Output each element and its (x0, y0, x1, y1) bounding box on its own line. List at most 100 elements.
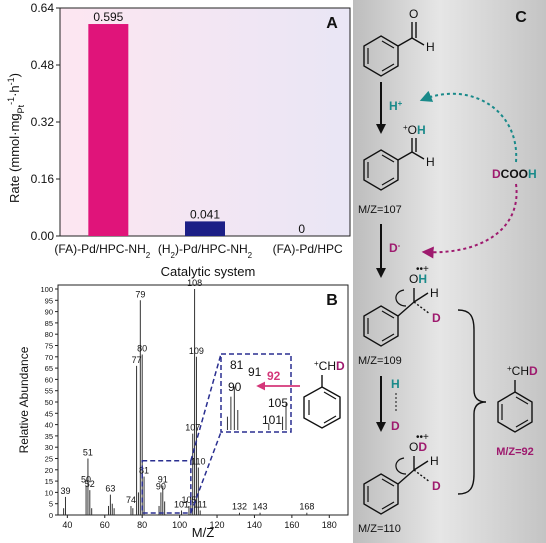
y-tick-label: 35 (45, 432, 53, 441)
species-mz-109: M/Z=109 (358, 355, 402, 367)
y-tick-label: 20 (45, 466, 53, 475)
bar (88, 24, 129, 236)
charge-dots: ••+ (416, 432, 429, 443)
peak-label: 143 (253, 502, 268, 512)
ring-double-bond (323, 391, 337, 400)
bond (397, 301, 415, 317)
panel-b-x-axis-label: M/Z (192, 525, 214, 540)
ring-double-bond (381, 310, 395, 319)
panel-a-y-axis: 0.00 0.16 0.32 0.48 0.64 (31, 1, 60, 243)
fragment-label-b: +CHD (314, 359, 345, 374)
panel-a-letter: A (326, 15, 338, 32)
step-d-minus: D- (389, 241, 401, 256)
y-tick-label: 0.48 (31, 58, 55, 72)
inset-label-92: 92 (267, 369, 281, 383)
peak-label: 50 (81, 475, 91, 485)
fragment-structure-c: +CHD M/Z=92 (496, 364, 538, 459)
dashed-arrow-d-minus (421, 183, 518, 259)
panel-b-zoom (141, 353, 222, 514)
x-tick-label: 60 (100, 520, 110, 530)
bar (185, 221, 225, 236)
cat-sub: 2 (248, 251, 253, 260)
panel-c-letter: C (515, 9, 527, 26)
atom-h: H (430, 286, 439, 300)
peak-label: 79 (135, 289, 145, 299)
cat-part: (H (158, 242, 171, 256)
oh-o: O (409, 272, 418, 286)
x-tick-label: 140 (247, 520, 262, 530)
x-tick-label: 180 (322, 520, 337, 530)
inset-label-105: 105 (268, 396, 288, 410)
zoom-region (141, 460, 192, 514)
x-category-label: (FA)-Pd/HPC (273, 242, 343, 256)
panel-b-y-axis: 0 5 10 15 20 25 30 35 40 45 50 55 60 65 70 75 80 85 90 95 10… (40, 285, 58, 520)
y-tick-label: 70 (45, 353, 53, 362)
bond (397, 469, 415, 485)
y-label-exp2: -1 (6, 77, 16, 85)
y-tick-label: 40 (45, 421, 53, 430)
fragment-plus: + (507, 364, 512, 373)
y-label-exp1: -1 (6, 97, 16, 105)
oh-o: O (408, 123, 417, 137)
panel-b-x-axis: 40 60 80 100 120 140 160 180 (62, 515, 337, 530)
exchange-h: H (391, 377, 400, 391)
zoom-connector (190, 353, 222, 461)
panel-a-x-axis-label: Catalytic system (161, 264, 256, 279)
wedge-bond (413, 469, 431, 483)
peak-label: 39 (60, 486, 70, 496)
step-d-minus-d: D (389, 241, 398, 255)
species-109: OH ••+ H D (363, 264, 441, 347)
atom-od: OD (409, 440, 427, 454)
dashed-arrow-h-plus (419, 90, 518, 163)
cat-sub: 2 (171, 251, 176, 260)
y-tick-label: 30 (45, 443, 53, 452)
bond (413, 460, 429, 471)
atom-oh: OH (409, 272, 427, 286)
atom-d: D (432, 311, 441, 325)
y-tick-label: 10 (45, 488, 53, 497)
species-mz-110: M/Z=110 (358, 523, 401, 535)
y-tick-label: 0 (49, 511, 53, 520)
bond (397, 37, 413, 47)
peak-label: 132 (232, 502, 247, 512)
y-tick-label: 25 (45, 455, 53, 464)
x-tick-label: 120 (210, 520, 225, 530)
inset-label-101: 101 (262, 413, 282, 427)
fragment-d: D (529, 364, 538, 378)
atom-h: H (426, 155, 435, 169)
peak-label: 101 (174, 499, 189, 509)
oh-h: H (417, 123, 426, 137)
y-tick-label: 15 (45, 477, 53, 486)
y-tick-label: 0.16 (31, 172, 55, 186)
panel-b-letter: B (326, 292, 338, 309)
y-tick-label: 50 (45, 398, 53, 407)
panel-a: 0.595 0.041 0 0.00 0.16 0.32 0.48 0.64 (FA)-Pd… (6, 1, 351, 279)
y-tick-label: 55 (45, 387, 53, 396)
panel-a-x-axis: (FA)-Pd/HPC-NH2 (H2)-Pd/HPC-NH2 (FA)-Pd/HP… (54, 242, 343, 260)
x-category-label: (FA)-Pd/HPC-NH2 (54, 242, 150, 260)
inset-label-91: 91 (248, 365, 262, 379)
panel-b-y-axis-label: Relative Abundance (17, 346, 31, 453)
species-110: OD ••+ H D (363, 432, 441, 515)
peak-label: 80 (137, 344, 147, 354)
reagent-dcooh: DCOOH (492, 167, 537, 181)
atom-h: H (430, 454, 439, 468)
panel-b-plot-area (57, 284, 349, 516)
zoom-inset-box (220, 353, 292, 433)
x-tick-label: 80 (137, 520, 147, 530)
peak-label: 110 (191, 457, 205, 467)
cat-part: )-Pd/HPC-NH (175, 242, 248, 256)
benzene-ring-b (303, 386, 341, 429)
x-tick-label: 160 (284, 520, 299, 530)
ring-double-bond (381, 63, 395, 72)
panel-c: C O H H+ +OH H (353, 0, 546, 543)
step-h-plus-h: H (389, 99, 398, 113)
ring-double-bond (381, 478, 395, 487)
peak-label: 63 (105, 484, 115, 494)
y-label-close: ) (7, 73, 22, 77)
bar-value-label: 0.041 (190, 207, 220, 221)
inset-label-90: 90 (228, 380, 242, 394)
cat-sub: 2 (146, 251, 151, 260)
fragment-mz: M/Z=92 (496, 446, 534, 458)
